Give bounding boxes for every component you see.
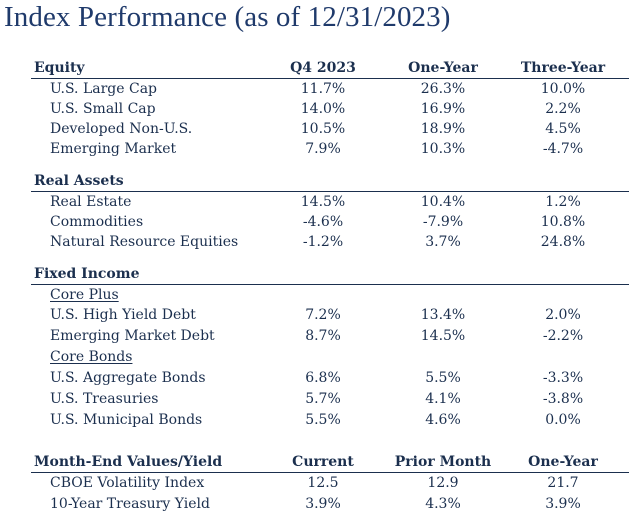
cell-three-year: 2.2%: [545, 101, 581, 117]
cell-one-year: 21.7: [547, 475, 579, 491]
table-row: U.S. Municipal Bonds 5.5% 4.6% 0.0%: [0, 410, 634, 430]
cell-q4: 7.2%: [305, 307, 341, 323]
cell-q4: 14.0%: [300, 101, 346, 117]
table-row: CBOE Volatility Index 12.5 12.9 21.7: [0, 473, 634, 493]
cell-one-year: 18.9%: [420, 121, 466, 137]
table-row: 10-Year Treasury Yield 3.9% 4.3% 3.9%: [0, 494, 634, 514]
cell-q4: 8.7%: [305, 328, 341, 344]
cell-three-year: 24.8%: [540, 234, 586, 250]
fixed-income-divider: [31, 284, 629, 285]
table-row: Real Estate 14.5% 10.4% 1.2%: [0, 192, 634, 212]
table-row: Commodities -4.6% -7.9% 10.8%: [0, 212, 634, 232]
cell-three-year: -3.8%: [542, 391, 584, 407]
table-row: Natural Resource Equities -1.2% 3.7% 24.…: [0, 232, 634, 252]
row-label: Commodities: [50, 214, 144, 230]
cell-q4: 7.9%: [305, 141, 341, 157]
cell-one-year: 4.1%: [425, 391, 461, 407]
col-header-current: Current: [292, 454, 354, 470]
cell-three-year: 2.0%: [545, 307, 581, 323]
cell-three-year: 1.2%: [545, 194, 581, 210]
row-label: Emerging Market: [50, 141, 177, 157]
real-assets-divider: [31, 191, 629, 192]
equity-header-row: Equity Q4 2023 One-Year Three-Year: [0, 58, 634, 78]
cell-q4: 5.7%: [305, 391, 341, 407]
subsection-row: Core Plus: [0, 285, 634, 305]
cell-one-year: 3.7%: [425, 234, 461, 250]
section-header-fixed-income: Fixed Income: [34, 266, 140, 282]
cell-current: 3.9%: [305, 496, 341, 512]
real-assets-header-row: Real Assets: [0, 171, 634, 191]
cell-three-year: 0.0%: [545, 412, 581, 428]
table-row: U.S. Treasuries 5.7% 4.1% -3.8%: [0, 389, 634, 409]
cell-q4: -1.2%: [302, 234, 344, 250]
cell-q4: 14.5%: [300, 194, 346, 210]
cell-q4: 11.7%: [300, 81, 346, 97]
table-row: U.S. Large Cap 11.7% 26.3% 10.0%: [0, 79, 634, 99]
cell-one-year: 16.9%: [420, 101, 466, 117]
cell-one-year: 4.6%: [425, 412, 461, 428]
cell-one-year: 5.5%: [425, 370, 461, 386]
page-title: Index Performance (as of 12/31/2023): [4, 1, 451, 33]
cell-q4: 6.8%: [305, 370, 341, 386]
cell-prior-month: 4.3%: [425, 496, 461, 512]
col-header-q4: Q4 2023: [290, 60, 356, 76]
cell-one-year: 13.4%: [420, 307, 466, 323]
row-label: Natural Resource Equities: [50, 234, 239, 250]
subsection-label-core-bonds: Core Bonds: [50, 349, 133, 365]
month-end-header-row: Month-End Values/Yield Current Prior Mon…: [0, 452, 634, 472]
equity-divider: [31, 78, 629, 79]
row-label: CBOE Volatility Index: [50, 475, 205, 491]
table-row: U.S. Small Cap 14.0% 16.9% 2.2%: [0, 99, 634, 119]
cell-one-year: 14.5%: [420, 328, 466, 344]
col-header-one-year: One-Year: [408, 60, 478, 76]
row-label: Real Estate: [50, 194, 132, 210]
row-label: U.S. High Yield Debt: [50, 307, 196, 323]
cell-one-year: 10.4%: [420, 194, 466, 210]
cell-three-year: 10.0%: [540, 81, 586, 97]
month-end-divider: [31, 472, 629, 473]
table-row: U.S. High Yield Debt 7.2% 13.4% 2.0%: [0, 305, 634, 325]
col-header-one-year: One-Year: [528, 454, 598, 470]
cell-one-year: -7.9%: [422, 214, 464, 230]
section-header-month-end: Month-End Values/Yield: [34, 454, 223, 470]
table-row: Emerging Market Debt 8.7% 14.5% -2.2%: [0, 326, 634, 346]
row-label: U.S. Treasuries: [50, 391, 159, 407]
cell-q4: 5.5%: [305, 412, 341, 428]
cell-three-year: 4.5%: [545, 121, 581, 137]
cell-one-year: 3.9%: [545, 496, 581, 512]
cell-three-year: -4.7%: [542, 141, 584, 157]
table-row: Emerging Market 7.9% 10.3% -4.7%: [0, 139, 634, 159]
col-header-prior-month: Prior Month: [394, 454, 492, 470]
table-row: Developed Non-U.S. 10.5% 18.9% 4.5%: [0, 119, 634, 139]
cell-q4: 10.5%: [300, 121, 346, 137]
table-row: U.S. Aggregate Bonds 6.8% 5.5% -3.3%: [0, 368, 634, 388]
row-label: U.S. Municipal Bonds: [50, 412, 203, 428]
subsection-row: Core Bonds: [0, 347, 634, 367]
row-label: U.S. Small Cap: [50, 101, 156, 117]
cell-prior-month: 12.9: [427, 475, 459, 491]
row-label: Developed Non-U.S.: [50, 121, 193, 137]
cell-three-year: 10.8%: [540, 214, 586, 230]
section-header-equity: Equity: [34, 60, 85, 76]
fixed-income-header-row: Fixed Income: [0, 264, 634, 284]
row-label: U.S. Aggregate Bonds: [50, 370, 206, 386]
col-header-three-year: Three-Year: [520, 60, 606, 76]
subsection-label-core-plus: Core Plus: [50, 287, 119, 303]
cell-q4: -4.6%: [302, 214, 344, 230]
cell-one-year: 26.3%: [420, 81, 466, 97]
cell-current: 12.5: [307, 475, 339, 491]
row-label: U.S. Large Cap: [50, 81, 158, 97]
row-label: 10-Year Treasury Yield: [50, 496, 210, 512]
cell-three-year: -2.2%: [542, 328, 584, 344]
cell-one-year: 10.3%: [420, 141, 466, 157]
row-label: Emerging Market Debt: [50, 328, 215, 344]
cell-three-year: -3.3%: [542, 370, 584, 386]
section-header-real-assets: Real Assets: [34, 173, 124, 189]
